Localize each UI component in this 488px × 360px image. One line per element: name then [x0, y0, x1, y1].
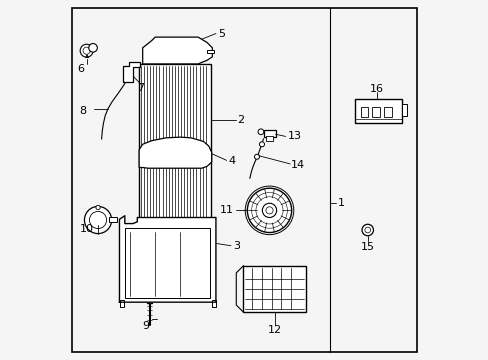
Bar [140, 225, 207, 249]
Polygon shape [142, 37, 212, 64]
Text: 8: 8 [80, 107, 86, 116]
Text: 5: 5 [217, 28, 224, 39]
Circle shape [364, 227, 370, 233]
Text: 9: 9 [142, 321, 149, 332]
Text: 4: 4 [228, 156, 235, 166]
Bar [155, 46, 183, 59]
Circle shape [254, 154, 259, 159]
Text: 2: 2 [237, 114, 244, 125]
Polygon shape [123, 62, 140, 82]
Circle shape [259, 142, 264, 147]
Circle shape [80, 44, 93, 57]
Bar [158, 48, 165, 57]
Text: 13: 13 [287, 131, 301, 141]
Bar [401, 104, 406, 116]
Circle shape [265, 207, 272, 214]
Circle shape [361, 224, 373, 236]
Bar [139, 64, 210, 223]
Bar [169, 48, 177, 57]
Bar [181, 48, 188, 57]
Bar [120, 300, 124, 307]
Text: 16: 16 [369, 84, 383, 94]
Polygon shape [139, 137, 211, 168]
Bar [266, 136, 273, 141]
Bar [360, 107, 367, 117]
Text: 7: 7 [137, 83, 144, 93]
Text: 12: 12 [267, 325, 281, 335]
Circle shape [84, 206, 111, 234]
Text: 14: 14 [290, 159, 305, 170]
Text: 11: 11 [219, 205, 233, 215]
Text: 3: 3 [232, 241, 239, 251]
Text: 10: 10 [80, 224, 93, 234]
Bar [354, 99, 401, 123]
Polygon shape [206, 50, 214, 53]
Circle shape [83, 47, 90, 54]
Text: 1: 1 [337, 198, 344, 208]
Polygon shape [241, 178, 315, 265]
Text: 15: 15 [360, 242, 374, 252]
Circle shape [258, 129, 263, 135]
Polygon shape [119, 216, 216, 302]
Bar [264, 130, 275, 137]
Circle shape [89, 211, 106, 229]
Bar [243, 266, 305, 312]
Bar [124, 228, 209, 298]
Bar [384, 107, 391, 117]
Circle shape [262, 203, 276, 217]
Bar [372, 107, 380, 117]
Bar [108, 217, 116, 222]
Bar [211, 300, 216, 307]
Text: 6: 6 [78, 64, 84, 74]
Circle shape [88, 44, 97, 52]
Circle shape [247, 188, 291, 233]
Circle shape [96, 205, 100, 210]
